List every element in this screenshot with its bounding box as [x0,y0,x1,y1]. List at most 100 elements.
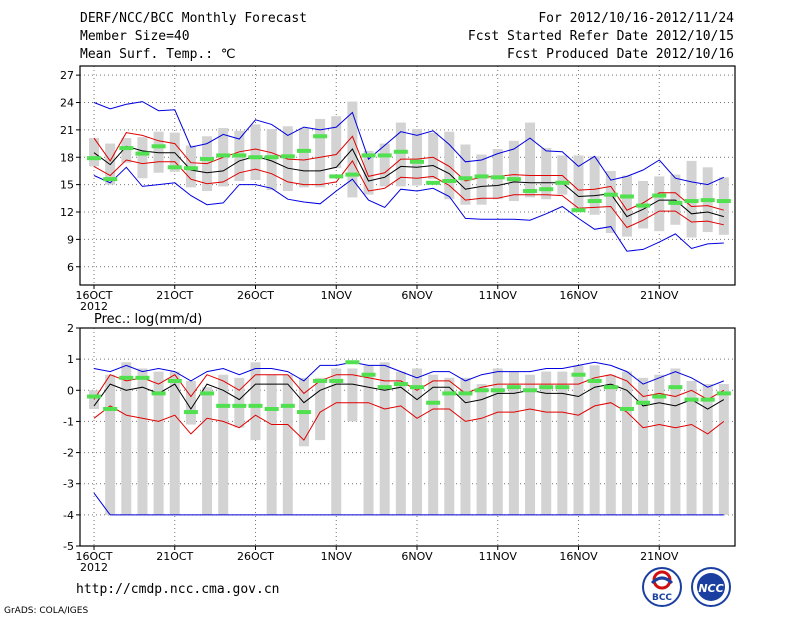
temp-xtick-label: 26OCT [237,289,274,302]
prec-ytick-label: 2 [67,322,74,335]
bcc-logo-wave-icon [650,576,674,585]
prec-mean-marker [474,388,489,393]
produced-date-label: Fcst Produced Date 2012/10/16 [507,47,734,62]
prec-box [460,377,471,515]
temp-box [476,154,487,205]
prec-box [363,365,374,515]
temp-mean-marker [232,153,247,158]
temp-mean-marker [216,153,231,158]
prec-mean-marker [571,372,586,377]
temp-upper-percentile-line [93,132,724,211]
prec-xtick-label: 21OCT [156,550,193,563]
prec-ytick-label: -4 [63,509,74,522]
temp-mean-marker [652,193,667,198]
prec-box [670,368,681,515]
prec-box [250,362,261,441]
temp-mean-marker [296,148,311,153]
temp-ytick-label: 9 [67,233,74,246]
temp-mean-marker [264,155,279,160]
temp-box [266,128,277,191]
temp-mean-marker [426,180,441,185]
prec-mean-marker [490,388,505,393]
source-url: http://cmdp.ncc.cma.gov.cn [76,582,280,597]
temp-box [89,138,99,167]
temp-box [315,118,326,188]
member-size-label: Member Size=40 [80,29,190,44]
prec-box [428,374,439,515]
prec-mean-marker [668,385,683,390]
variable-label: Mean Surf. Temp.: ℃ [80,47,236,62]
prec-xtick-label: 16NOV [559,550,598,563]
prec-box [121,362,132,515]
temp-mean-marker [135,151,150,156]
prec-ytick-label: -3 [63,478,74,491]
prec-mean-marker [232,403,247,408]
prec-mean-marker [87,394,101,399]
prec-box [153,371,164,515]
temp-box [428,132,439,180]
prec-box [234,377,245,428]
prec-mean-marker [426,400,441,405]
prec-upper-percentile-line [93,374,725,401]
temp-mean-marker [668,200,683,205]
temp-mean-marker [474,174,489,179]
prec-box [202,387,213,515]
temp-xtick-label: 21NOV [640,289,679,302]
temp-mean-marker [619,194,634,199]
prec-mean-marker [329,378,344,383]
prec-mean-marker [458,391,473,396]
temp-xtick-label: 1NOV [321,289,353,302]
prec-mean-marker [361,372,376,377]
prec-box [605,374,616,515]
prec-ytick-label: 0 [67,384,74,397]
temp-ytick-label: 24 [60,97,74,110]
prec-mean-marker [442,391,457,396]
temp-plot-frame [79,65,736,286]
prec-mean-marker [636,400,651,405]
bcc-logo: BCC [642,567,682,607]
temp-mean-marker [183,166,198,171]
temp-box [298,128,309,188]
temp-box [412,128,422,186]
prec-box [718,384,729,515]
prec-mean-marker [167,378,182,383]
temp-mean-marker [700,198,715,203]
ncc-logo: NCC [691,567,731,607]
forecast-period-label: For 2012/10/16-2012/11/24 [538,11,734,26]
temp-xtick-label: 21OCT [156,289,193,302]
temp-mean-marker [329,174,344,179]
prec-box [282,374,293,515]
prec-box [525,374,536,515]
temp-mean-marker [280,154,295,159]
temp-mean-marker [458,176,473,181]
temp-mean-marker [716,199,731,204]
temp-year-label: 2012 [80,300,108,313]
prec-mean-marker [587,378,602,383]
temp-lower-percentile-line [93,159,724,229]
prec-box [105,374,116,515]
prec-mean-marker [183,410,198,415]
prec-mean-marker [716,391,731,396]
prec-median-line [93,383,725,410]
prec-box [137,368,148,515]
temp-mean-marker [442,178,457,183]
prec-plot-frame [79,327,736,547]
temp-box [654,176,665,232]
prec-mean-marker [506,385,521,390]
prec-ytick-label: -5 [63,540,74,553]
temp-mean-marker [151,144,166,149]
prec-mean-marker [377,385,392,390]
prec-xtick-label: 11NOV [479,550,518,563]
temp-mean-marker [410,159,424,164]
prec-box [185,380,196,425]
temp-box [573,155,584,211]
temp-mean-marker [571,208,586,213]
temp-xtick-label: 16NOV [559,289,598,302]
prec-box [331,368,342,515]
temp-box [137,137,148,179]
temp-ytick-label: 18 [60,151,74,164]
prec-xtick-label: 1NOV [321,550,353,563]
prec-mean-marker [555,385,570,390]
temp-mean-marker [345,172,360,177]
